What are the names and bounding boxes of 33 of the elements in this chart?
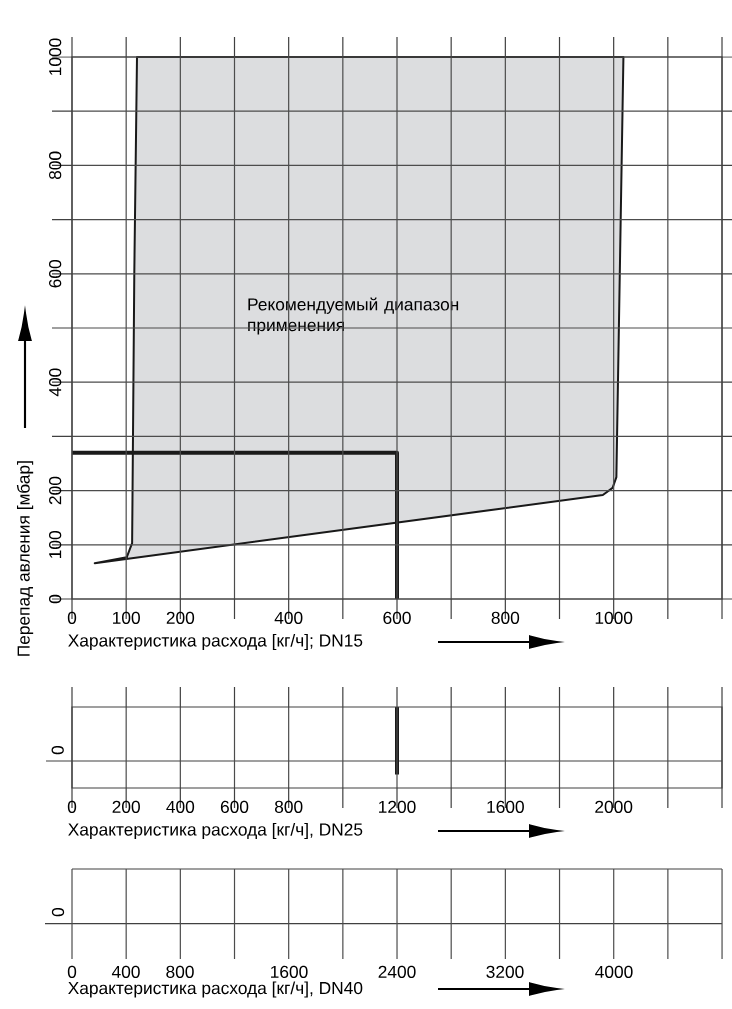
text: 400 <box>111 965 140 978</box>
x-tick-label: 200 <box>166 611 195 624</box>
text: 1600 <box>271 965 308 978</box>
text: 3200 <box>486 965 524 978</box>
y-tick-label: 800 <box>49 151 62 180</box>
y-tick-label: 100 <box>49 531 62 558</box>
x-tick-label: 400 <box>166 800 195 813</box>
x-axis-title: Характеристика расхода [кг/ч], DN25 <box>68 822 363 840</box>
x-tick-label: 1000 <box>595 611 633 624</box>
x-tick-label: 600 <box>383 611 411 624</box>
x-tick-label: 600 <box>220 800 249 813</box>
y-tick-label: 600 <box>49 260 62 288</box>
x-tick-label: 200 <box>112 800 140 813</box>
text: 2400 <box>378 965 416 978</box>
text: 800 <box>166 965 194 978</box>
x-tick-label: 100 <box>113 611 140 624</box>
x-tick-label: 0 <box>67 611 77 624</box>
y-tick-label: 200 <box>49 476 62 505</box>
y-tick-label: 0 <box>49 594 62 604</box>
y-axis-title: Перепад авления [мбар] <box>16 461 34 656</box>
x-tick-label: 800 <box>274 800 303 813</box>
x-axis-title: Характеристика расхода [кг/ч]; DN15 <box>68 633 363 651</box>
text: 0 <box>67 965 77 978</box>
text: 4000 <box>595 965 633 978</box>
text: Характеристика расхода [кг/ч], DN40 <box>68 981 363 998</box>
x-tick-label: 800 <box>491 611 520 624</box>
y-tick-label: 1000 <box>49 38 62 75</box>
x-tick-label: 400 <box>274 611 303 624</box>
x-tick-label: 1200 <box>379 800 416 813</box>
x-tick-label: 2000 <box>595 800 633 813</box>
y-tick-label: 400 <box>49 368 62 397</box>
x-tick-label: 1600 <box>487 800 524 813</box>
x-tick-label: 0 <box>67 800 77 813</box>
